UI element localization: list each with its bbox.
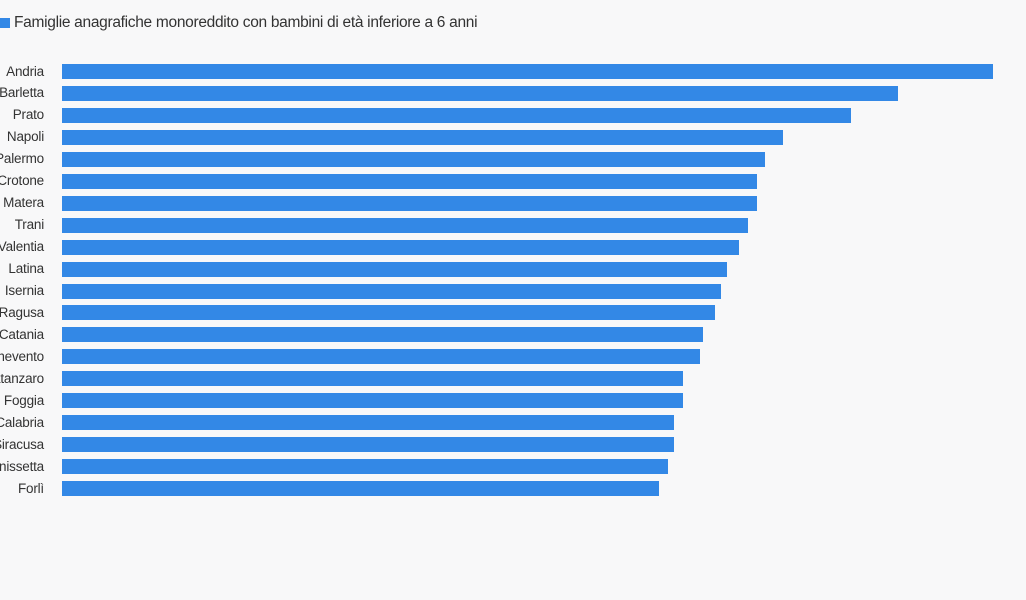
legend-swatch <box>0 18 10 28</box>
bar-latina <box>62 261 727 277</box>
bar-palermo <box>62 151 765 167</box>
bar-forl- <box>62 481 659 497</box>
category-label: Andria <box>6 63 44 79</box>
category-label: Foggia <box>3 392 44 408</box>
category-label: Napoli <box>6 129 44 145</box>
bar-matera <box>62 195 757 211</box>
category-label: Benevento <box>0 348 44 364</box>
bar-isernia <box>62 283 721 299</box>
bar-trani <box>62 217 748 233</box>
category-label: Reggio Calabria <box>0 414 44 430</box>
category-label: Catania <box>0 326 44 342</box>
bar-caltanissetta <box>62 459 668 475</box>
category-label: Crotone <box>0 173 44 189</box>
category-label: Forlì <box>17 480 44 496</box>
category-label: Catanzaro <box>0 370 44 386</box>
bar-benevento <box>62 349 700 365</box>
bar-ragusa <box>62 305 715 321</box>
category-label: Ragusa <box>0 304 44 320</box>
bar-catania <box>62 327 703 343</box>
bar-catanzaro <box>62 371 683 387</box>
category-label: Matera <box>3 195 44 211</box>
legend-label: Famiglie anagrafiche monoreddito con bam… <box>14 14 478 31</box>
bar-andria <box>62 64 993 79</box>
bar-barletta <box>62 85 898 101</box>
bar-crotone <box>62 173 757 189</box>
category-label: Palermo <box>0 151 44 167</box>
legend: Famiglie anagrafiche monoreddito con bam… <box>0 14 478 32</box>
category-label: Trani <box>14 217 44 233</box>
bar-prato <box>62 107 851 123</box>
bar-napoli <box>62 129 783 145</box>
category-label: Barletta <box>0 85 44 101</box>
category-label: Isernia <box>4 283 44 298</box>
bar-foggia <box>62 393 683 409</box>
category-label: Latina <box>8 261 44 277</box>
category-label: Caltanissetta <box>0 458 44 474</box>
category-label: Siracusa <box>0 436 44 452</box>
bar-vibo-valentia <box>62 239 739 255</box>
category-label: Vibo Valentia <box>0 239 44 255</box>
category-label: Prato <box>12 107 44 123</box>
bar-siracusa <box>62 437 674 453</box>
bar-reggio-calabria <box>62 415 674 431</box>
